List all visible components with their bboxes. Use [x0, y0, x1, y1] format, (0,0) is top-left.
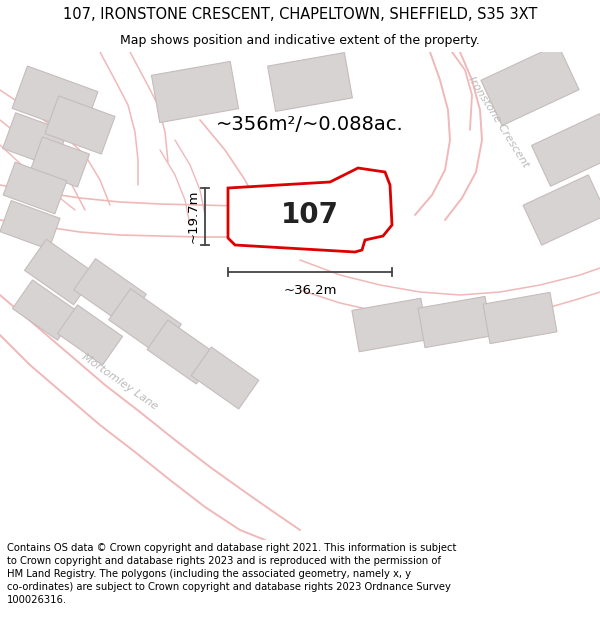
- Polygon shape: [13, 280, 77, 340]
- Polygon shape: [2, 112, 67, 168]
- Polygon shape: [151, 61, 239, 122]
- Polygon shape: [109, 289, 181, 356]
- Text: ~19.7m: ~19.7m: [187, 190, 199, 243]
- Polygon shape: [483, 292, 557, 344]
- Text: Mortomley Lane: Mortomley Lane: [80, 352, 160, 412]
- Text: Contains OS data © Crown copyright and database right 2021. This information is : Contains OS data © Crown copyright and d…: [7, 542, 457, 606]
- Polygon shape: [31, 137, 89, 187]
- Polygon shape: [481, 44, 579, 126]
- Polygon shape: [45, 96, 115, 154]
- Polygon shape: [12, 66, 98, 134]
- Polygon shape: [25, 239, 95, 305]
- Text: ~36.2m: ~36.2m: [283, 284, 337, 296]
- Polygon shape: [74, 259, 146, 326]
- Polygon shape: [58, 305, 122, 365]
- Polygon shape: [0, 201, 60, 249]
- Polygon shape: [523, 175, 600, 245]
- Text: 107: 107: [281, 201, 339, 229]
- Polygon shape: [228, 168, 392, 252]
- Polygon shape: [191, 347, 259, 409]
- Text: Map shows position and indicative extent of the property.: Map shows position and indicative extent…: [120, 34, 480, 47]
- Text: ~356m²/~0.088ac.: ~356m²/~0.088ac.: [216, 116, 404, 134]
- Polygon shape: [352, 298, 428, 352]
- Polygon shape: [418, 296, 492, 348]
- Polygon shape: [268, 52, 352, 111]
- Polygon shape: [3, 162, 67, 214]
- Text: 107, IRONSTONE CRESCENT, CHAPELTOWN, SHEFFIELD, S35 3XT: 107, IRONSTONE CRESCENT, CHAPELTOWN, SHE…: [63, 7, 537, 22]
- Polygon shape: [532, 114, 600, 186]
- Text: Ironstone Crescent: Ironstone Crescent: [466, 75, 530, 169]
- Polygon shape: [147, 320, 217, 384]
